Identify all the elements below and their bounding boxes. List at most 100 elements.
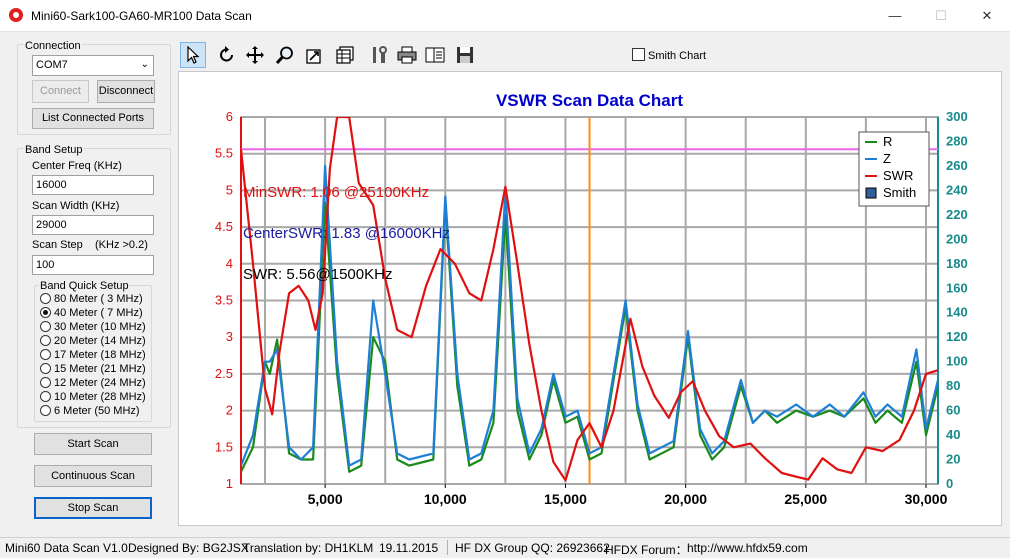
band-option[interactable]: 40 Meter ( 7 MHz) <box>40 307 143 321</box>
band-option[interactable]: 80 Meter ( 3 MHz) <box>40 293 143 307</box>
tools-icon[interactable] <box>366 42 392 68</box>
smith-chart-label: Smith Chart <box>648 50 707 62</box>
disconnect-button[interactable]: Disconnect <box>97 80 155 103</box>
band-option[interactable]: 17 Meter (18 MHz) <box>40 349 146 363</box>
scan-step-label: Scan Step <box>32 239 83 251</box>
app-icon <box>9 8 23 22</box>
legend-label: R <box>883 134 892 149</box>
band-option[interactable]: 10 Meter (28 MHz) <box>40 391 146 405</box>
y-left-tick-label: 6 <box>226 109 233 124</box>
scan-width-input[interactable]: 29000 <box>32 215 154 235</box>
chevron-down-icon: ⌄ <box>140 59 149 70</box>
band-option[interactable]: 15 Meter (21 MHz) <box>40 363 146 377</box>
vswr-chart[interactable]: 11.522.533.544.555.560204060801001201401… <box>179 72 1001 525</box>
status-group: HF DX Group QQ: 26923662 <box>455 541 610 555</box>
y-right-tick-label: 100 <box>946 354 968 369</box>
radio-button[interactable] <box>40 391 51 402</box>
y-right-tick-label: 0 <box>946 476 953 491</box>
chart-title: VSWR Scan Data Chart <box>496 91 683 110</box>
band-option[interactable]: 20 Meter (14 MHz) <box>40 335 146 349</box>
y-left-tick-label: 1.5 <box>215 439 233 454</box>
stop-scan-button[interactable]: Stop Scan <box>34 497 152 519</box>
rotate-icon[interactable] <box>214 42 240 68</box>
pointer-icon[interactable] <box>180 42 206 68</box>
radio-button[interactable] <box>40 307 51 318</box>
y-left-tick-label: 2.5 <box>215 366 233 381</box>
x-tick-label: 15,000 <box>544 491 587 507</box>
chart-annotation: CenterSWR: 1.83 @16000KHz <box>243 225 450 242</box>
status-translation: Translation by: DH1KLM <box>243 541 374 555</box>
y-right-tick-label: 20 <box>946 452 960 467</box>
continuous-scan-button[interactable]: Continuous Scan <box>34 465 152 487</box>
series-line-swr <box>241 117 938 482</box>
list-ports-button[interactable]: List Connected Ports <box>32 108 154 129</box>
y-left-tick-label: 4 <box>226 256 233 271</box>
band-option[interactable]: 30 Meter (10 MHz) <box>40 321 146 335</box>
status-separator <box>447 540 448 555</box>
y-left-tick-label: 5.5 <box>215 146 233 161</box>
band-setup-title: Band Setup <box>24 144 84 156</box>
y-left-tick-label: 4.5 <box>215 219 233 234</box>
maximize-button[interactable]: ☐ <box>935 8 947 23</box>
band-option-label: 6 Meter (50 MHz) <box>54 405 140 417</box>
radio-button[interactable] <box>40 363 51 374</box>
center-freq-input[interactable]: 16000 <box>32 175 154 195</box>
pan-icon[interactable] <box>242 42 268 68</box>
radio-button[interactable] <box>40 321 51 332</box>
status-designer: Designed By: BG2JSX <box>128 541 249 555</box>
band-option-label: 12 Meter (24 MHz) <box>54 377 146 389</box>
minimize-button[interactable]: — <box>888 8 902 23</box>
band-option-label: 40 Meter ( 7 MHz) <box>54 307 143 319</box>
y-right-tick-label: 40 <box>946 427 960 442</box>
save-icon[interactable] <box>452 42 478 68</box>
band-option[interactable]: 6 Meter (50 MHz) <box>40 405 140 419</box>
band-option-label: 20 Meter (14 MHz) <box>54 335 146 347</box>
smith-chart-checkbox[interactable] <box>632 48 645 61</box>
radio-button[interactable] <box>40 349 51 360</box>
status-version: Mini60 Data Scan V1.0 <box>5 541 128 555</box>
status-forum-label: HFDX Forum： <box>605 543 688 557</box>
close-button[interactable]: ✕ <box>981 8 993 23</box>
title-bar: Mini60-Sark100-GA60-MR100 Data Scan — ☐ … <box>0 0 1010 32</box>
com-port-select[interactable]: COM7 ⌄ <box>32 55 154 76</box>
copy-icon[interactable] <box>422 42 448 68</box>
band-option-label: 30 Meter (10 MHz) <box>54 321 146 333</box>
y-right-tick-label: 200 <box>946 231 968 246</box>
status-url[interactable]: http://www.hfdx59.com <box>687 541 808 555</box>
y-right-tick-label: 180 <box>946 256 968 271</box>
band-option[interactable]: 12 Meter (24 MHz) <box>40 377 146 391</box>
radio-button[interactable] <box>40 377 51 388</box>
center-freq-label: Center Freq (KHz) <box>32 160 122 172</box>
band-option-label: 15 Meter (21 MHz) <box>54 363 146 375</box>
y-right-tick-label: 60 <box>946 403 960 418</box>
smith-chart-toggle[interactable]: Smith Chart <box>632 48 706 62</box>
x-tick-label: 25,000 <box>784 491 827 507</box>
connection-group <box>17 44 171 135</box>
radio-button[interactable] <box>40 293 51 304</box>
print-icon[interactable] <box>394 42 420 68</box>
legend-label: Smith <box>883 185 916 200</box>
chart-panel: 1 1.5 2 2.5 3 3.5 4 4.5 5 5.5 6 0 20 40 60 80 100 120 140 1… <box>178 71 1002 526</box>
export-image-icon[interactable] <box>302 42 328 68</box>
data-table-icon[interactable] <box>332 42 358 68</box>
window-title: Mini60-Sark100-GA60-MR100 Data Scan <box>31 9 252 23</box>
chart-annotation: MinSWR: 1.06 @25100KHz <box>243 184 429 201</box>
scan-width-label: Scan Width (KHz) <box>32 200 120 212</box>
y-right-tick-label: 300 <box>946 109 968 124</box>
y-left-tick-label: 2 <box>226 403 233 418</box>
radio-button[interactable] <box>40 335 51 346</box>
radio-button[interactable] <box>40 405 51 416</box>
start-scan-button[interactable]: Start Scan <box>34 433 152 455</box>
y-right-tick-label: 260 <box>946 158 968 173</box>
x-tick-label: 20,000 <box>664 491 707 507</box>
band-option-label: 10 Meter (28 MHz) <box>54 391 146 403</box>
status-bar: Mini60 Data Scan V1.0 Designed By: BG2JS… <box>0 537 1010 557</box>
zoom-icon[interactable] <box>272 42 298 68</box>
y-left-tick-label: 1 <box>226 476 233 491</box>
legend-label: Z <box>883 151 891 166</box>
connect-button[interactable]: Connect <box>32 80 89 103</box>
y-right-tick-label: 140 <box>946 305 968 320</box>
scan-step-input[interactable]: 100 <box>32 255 154 275</box>
y-right-tick-label: 280 <box>946 133 968 148</box>
com-port-value: COM7 <box>36 59 68 71</box>
